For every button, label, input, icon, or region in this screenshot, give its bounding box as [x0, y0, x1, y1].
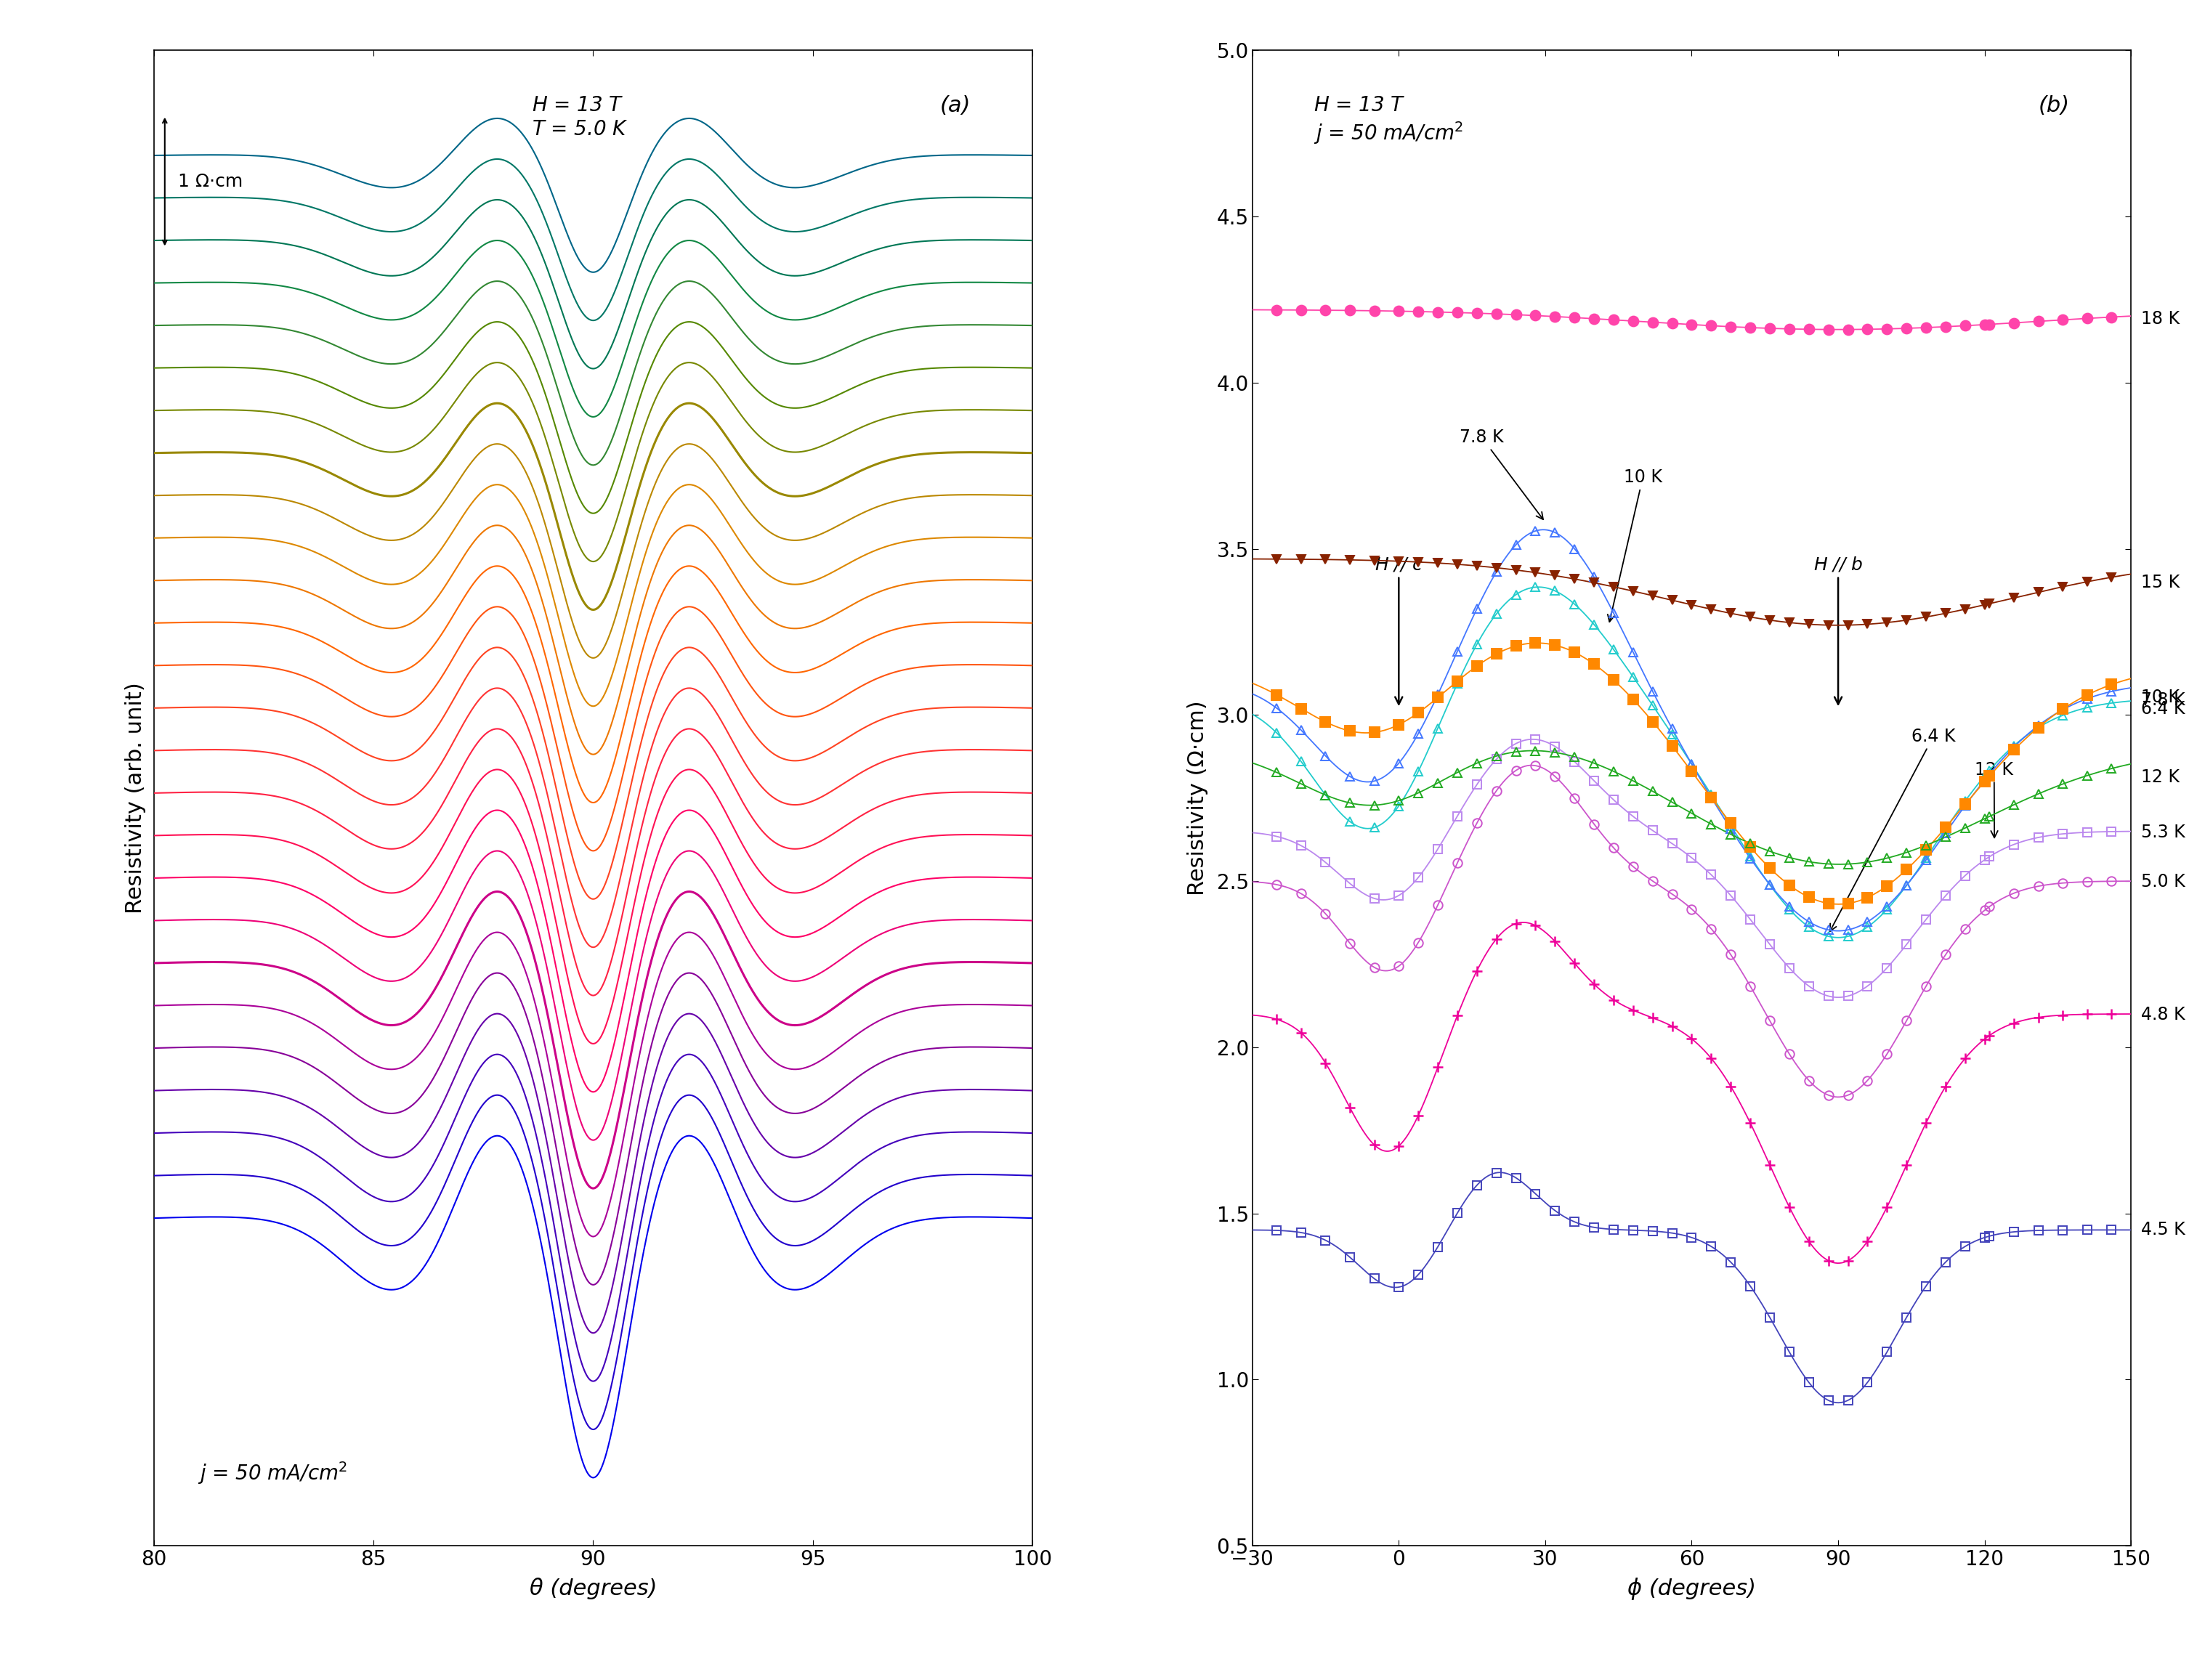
Text: 18 K: 18 K	[2140, 311, 2179, 328]
Text: 10 K: 10 K	[2140, 689, 2179, 706]
Text: 10 K: 10 K	[1608, 469, 1663, 622]
Text: $H$ = 13 T
$j$ = 50 mA/cm$^2$: $H$ = 13 T $j$ = 50 mA/cm$^2$	[1314, 96, 1463, 146]
Y-axis label: Resistivity (arb. unit): Resistivity (arb. unit)	[125, 682, 145, 914]
Text: $j$ = 50 mA/cm$^2$: $j$ = 50 mA/cm$^2$	[198, 1460, 347, 1485]
X-axis label: ϕ (degrees): ϕ (degrees)	[1628, 1578, 1755, 1599]
Text: $H$ // $c$: $H$ // $c$	[1375, 556, 1424, 704]
Text: (b): (b)	[2039, 96, 2070, 116]
Text: 5.3 K: 5.3 K	[2140, 823, 2186, 842]
Text: 6.4 K: 6.4 K	[2140, 701, 2184, 717]
Text: 7.8 K: 7.8 K	[2140, 692, 2184, 709]
Text: (a): (a)	[940, 96, 971, 116]
Text: 7.8 K: 7.8 K	[1459, 428, 1542, 519]
Text: 15 K: 15 K	[2140, 575, 2179, 591]
Y-axis label: Resistivity (Ω·cm): Resistivity (Ω·cm)	[1186, 701, 1208, 895]
Text: 4.8 K: 4.8 K	[2140, 1006, 2184, 1023]
Text: $H$ = 13 T
$T$ = 5.0 K: $H$ = 13 T $T$ = 5.0 K	[532, 96, 628, 139]
Text: 5.0 K: 5.0 K	[2140, 874, 2186, 890]
Text: 6.4 K: 6.4 K	[1830, 727, 1955, 931]
Text: 12 K: 12 K	[1975, 761, 2012, 838]
Text: 4.5 K: 4.5 K	[2140, 1221, 2186, 1238]
Text: 1 Ω·cm: 1 Ω·cm	[178, 173, 244, 190]
Text: $H$ // $b$: $H$ // $b$	[1813, 556, 1863, 704]
Text: 12 K: 12 K	[2140, 768, 2179, 786]
X-axis label: θ (degrees): θ (degrees)	[529, 1578, 657, 1599]
